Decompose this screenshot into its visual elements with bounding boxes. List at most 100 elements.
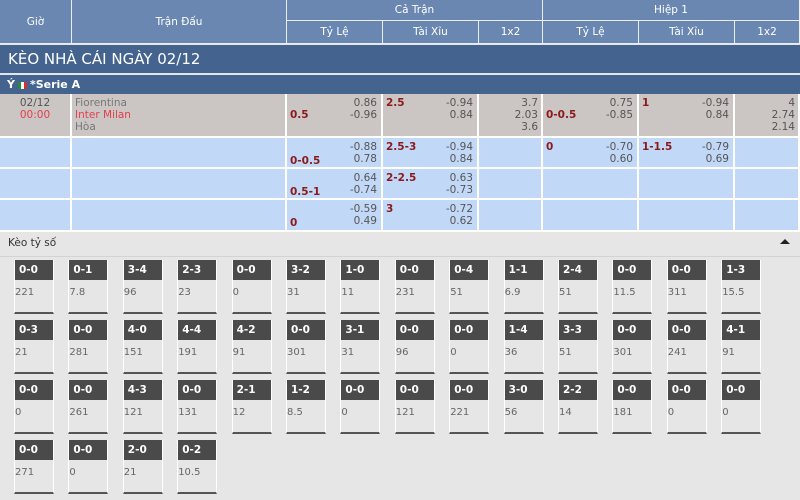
odds-cell: 0.5-1 0.64 -0.74 xyxy=(287,169,383,200)
league-row[interactable]: Ý *Serie A xyxy=(0,75,800,94)
score-card[interactable]: 0-3 21 xyxy=(14,320,54,374)
odds-value[interactable]: 0.84 xyxy=(705,109,729,121)
score-card[interactable]: 0-0 221 xyxy=(14,260,54,314)
score-card[interactable]: 2-0 21 xyxy=(122,440,163,494)
odds-value[interactable]: 0.60 xyxy=(609,153,633,165)
score-card[interactable]: 0-0 131 xyxy=(177,380,218,434)
score-odds: 91 xyxy=(722,347,735,358)
odds-value[interactable]: 0.63 xyxy=(449,172,473,184)
odds-value[interactable]: -0.72 xyxy=(445,203,473,215)
score-card[interactable]: 0-0 241 xyxy=(666,320,707,374)
score-card[interactable]: 0-1 7.8 xyxy=(68,260,109,314)
score-odds: 14 xyxy=(559,407,572,418)
collapse-caret-icon[interactable] xyxy=(780,239,790,244)
score-card[interactable]: 2-1 12 xyxy=(231,380,272,434)
score-card[interactable]: 0-0 121 xyxy=(394,380,435,434)
score-card[interactable]: 3-0 56 xyxy=(503,380,544,434)
odds-value[interactable]: -0.85 xyxy=(605,109,633,121)
odds-value[interactable]: -0.70 xyxy=(605,141,633,153)
score-card[interactable]: 0-0 261 xyxy=(68,380,109,434)
odds-cell xyxy=(639,200,735,232)
odds-value[interactable]: 0.86 xyxy=(353,97,377,109)
league-name: *Serie A xyxy=(29,78,81,91)
score-odds: 21 xyxy=(15,347,28,358)
score-label: 4-1 xyxy=(722,320,761,340)
odds-value[interactable]: -0.94 xyxy=(445,141,473,153)
odds-value[interactable]: 0.62 xyxy=(449,215,473,227)
score-card[interactable]: 1-0 11 xyxy=(340,260,381,314)
score-card[interactable]: 2-2 14 xyxy=(558,380,598,434)
score-card[interactable]: 1-4 36 xyxy=(503,320,544,374)
odds-value[interactable]: -0.94 xyxy=(701,97,729,109)
odds-value[interactable]: 0.49 xyxy=(353,215,377,227)
score-card[interactable]: 0-0 0 xyxy=(721,380,762,434)
score-card[interactable]: 0-0 0 xyxy=(666,380,707,434)
score-card[interactable]: 4-4 191 xyxy=(177,320,218,374)
score-odds: 21 xyxy=(123,467,137,478)
score-label: 0-2 xyxy=(178,440,217,460)
1x2-value[interactable]: 4 xyxy=(788,97,795,109)
odds-value[interactable]: -0.88 xyxy=(349,141,377,153)
score-card[interactable]: 3-4 96 xyxy=(122,260,163,314)
score-card[interactable]: 0-0 181 xyxy=(612,380,653,434)
score-card[interactable]: 2-4 51 xyxy=(558,260,598,314)
league-country: Ý xyxy=(7,78,15,91)
score-card[interactable]: 2-3 23 xyxy=(177,260,218,314)
score-card[interactable]: 0-0 221 xyxy=(449,380,490,434)
score-card[interactable]: 0-2 10.5 xyxy=(177,440,218,494)
score-card[interactable]: 0-0 96 xyxy=(394,320,435,374)
1x2-value[interactable]: 3.6 xyxy=(521,121,538,133)
score-card[interactable]: 1-3 15.5 xyxy=(721,260,762,314)
1x2-value[interactable]: 3.7 xyxy=(521,97,538,109)
score-card[interactable]: 1-1 6.9 xyxy=(503,260,544,314)
odds-value[interactable]: -0.96 xyxy=(349,109,377,121)
score-card[interactable]: 3-3 51 xyxy=(558,320,598,374)
odds-cell: 1-1.5 -0.79 0.69 xyxy=(639,138,735,169)
odds-value[interactable]: -0.73 xyxy=(445,184,473,196)
score-card[interactable]: 0-0 271 xyxy=(14,440,54,494)
score-card[interactable]: 4-1 91 xyxy=(721,320,762,374)
1x2-value[interactable]: 2.74 xyxy=(771,109,795,121)
score-card[interactable]: 0-0 0 xyxy=(68,440,109,494)
line-value: 1-1.5 xyxy=(642,141,673,153)
odds-cell xyxy=(0,200,72,232)
odds-value[interactable]: 0.69 xyxy=(705,153,729,165)
score-label: 0-0 xyxy=(395,320,434,340)
score-card[interactable]: 3-2 31 xyxy=(286,260,326,314)
away-team[interactable]: Inter Milan xyxy=(75,109,131,121)
score-card[interactable]: 0-0 0 xyxy=(14,380,54,434)
score-card[interactable]: 0-4 51 xyxy=(449,260,490,314)
score-card[interactable]: 0-0 0 xyxy=(449,320,490,374)
score-card[interactable]: 0-0 0 xyxy=(340,380,381,434)
odds-value[interactable]: 0.84 xyxy=(449,109,473,121)
correct-score-header[interactable]: Kèo tỷ số xyxy=(0,233,800,257)
score-card[interactable]: 4-0 151 xyxy=(122,320,163,374)
score-card[interactable]: 3-1 31 xyxy=(340,320,381,374)
odds-value[interactable]: -0.94 xyxy=(445,97,473,109)
score-card[interactable]: 1-2 8.5 xyxy=(286,380,326,434)
odds-cell xyxy=(735,169,800,200)
odds-value[interactable]: 0.78 xyxy=(353,153,377,165)
score-card[interactable]: 0-0 311 xyxy=(666,260,707,314)
odds-value[interactable]: -0.74 xyxy=(349,184,377,196)
odds-value[interactable]: 0.64 xyxy=(353,172,377,184)
odds-value[interactable]: -0.79 xyxy=(701,141,729,153)
score-card[interactable]: 4-3 121 xyxy=(122,380,163,434)
score-card[interactable]: 0-0 0 xyxy=(231,260,272,314)
score-card[interactable]: 0-0 281 xyxy=(68,320,109,374)
score-card[interactable]: 4-2 91 xyxy=(231,320,272,374)
score-card[interactable]: 0-0 231 xyxy=(394,260,435,314)
odds-cell: 0-0.5 -0.88 0.78 xyxy=(287,138,383,169)
score-card[interactable]: 0-0 301 xyxy=(286,320,326,374)
odds-value[interactable]: 0.84 xyxy=(449,153,473,165)
odds-value[interactable]: -0.59 xyxy=(349,203,377,215)
home-team[interactable]: Fiorentina xyxy=(75,97,127,109)
score-card[interactable]: 0-0 11.5 xyxy=(612,260,653,314)
score-odds: 31 xyxy=(287,287,300,298)
1x2-value[interactable]: 2.14 xyxy=(771,121,795,133)
score-label: 1-3 xyxy=(722,260,761,280)
score-card[interactable]: 0-0 301 xyxy=(612,320,653,374)
odds-value[interactable]: 0.75 xyxy=(609,97,633,109)
1x2-value[interactable]: 2.03 xyxy=(514,109,538,121)
odds-cell xyxy=(735,138,800,169)
